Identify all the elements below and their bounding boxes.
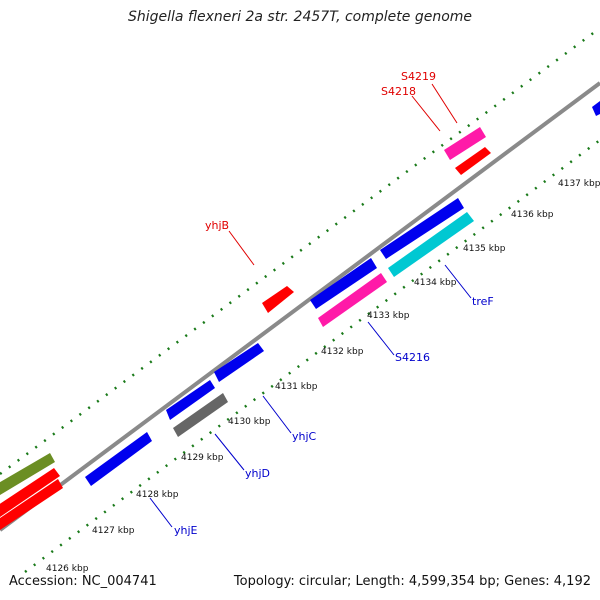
gene-blue-yhjE[interactable] <box>85 432 152 486</box>
gene-label-yhjD[interactable]: yhjD <box>245 467 270 480</box>
gene-label-yhjB[interactable]: yhjB <box>205 219 229 232</box>
tick-label: 4127 kbp <box>92 526 135 536</box>
gene-cyan-treF[interactable] <box>388 212 474 277</box>
gene-red-yhjB[interactable] <box>262 286 294 313</box>
connector-yhjD <box>214 433 245 471</box>
gene-blue-edge[interactable] <box>592 101 600 116</box>
gene-gray-yhjD[interactable] <box>173 393 228 437</box>
gene-blue-3[interactable] <box>310 258 377 309</box>
upper-dotted-track <box>0 26 600 476</box>
tick-label: 4136 kbp <box>511 210 554 220</box>
tick-label: 4132 kbp <box>321 347 364 357</box>
gene-magenta-S4216[interactable] <box>318 273 387 327</box>
minus-strand-genes <box>0 212 474 530</box>
connector-S4216 <box>367 321 395 356</box>
gene-red-S4218[interactable] <box>455 147 491 175</box>
gene-red-lower-left[interactable] <box>0 479 63 530</box>
lower-dotted-track <box>24 139 600 573</box>
tick-label: 4128 kbp <box>136 490 179 500</box>
gene-label-treF[interactable]: treF <box>472 295 494 308</box>
gene-blue-1[interactable] <box>166 380 215 420</box>
tick-label: 4133 kbp <box>367 311 410 321</box>
gene-label-yhjE[interactable]: yhjE <box>174 524 198 537</box>
connector-yhjB <box>228 230 255 266</box>
gene-labels: yhjB S4218 S4219 yhjE yhjD yhjC S4216 tr… <box>174 70 494 537</box>
tick-label: 4130 kbp <box>228 417 271 427</box>
gene-label-yhjC[interactable]: yhjC <box>292 430 317 443</box>
tick-label: 4135 kbp <box>463 244 506 254</box>
topology-text: Topology: circular; Length: 4,599,354 bp… <box>233 574 591 589</box>
connector-treF <box>444 264 472 299</box>
label-connectors <box>149 83 472 528</box>
tick-label: 4131 kbp <box>275 382 318 392</box>
connector-S4218 <box>411 95 441 132</box>
connector-yhjE <box>149 497 173 528</box>
tick-label: 4134 kbp <box>414 278 457 288</box>
tick-label: 4129 kbp <box>181 453 224 463</box>
connector-S4219 <box>431 83 458 124</box>
tick-label: 4126 kbp <box>46 564 89 574</box>
tick-labels: 4126 kbp 4127 kbp 4128 kbp 4129 kbp 4130… <box>46 179 600 574</box>
connector-yhjC <box>262 395 292 434</box>
gene-blue-4[interactable] <box>380 198 464 259</box>
tick-label: 4137 kbp <box>558 179 600 189</box>
gene-label-S4218[interactable]: S4218 <box>381 85 416 98</box>
gene-red-left[interactable] <box>0 468 60 517</box>
accession-text: Accession: NC_004741 <box>9 574 157 589</box>
gene-label-S4219[interactable]: S4219 <box>401 70 436 83</box>
gene-label-S4216[interactable]: S4216 <box>395 351 430 364</box>
map-title: Shigella flexneri 2a str. 2457T, complet… <box>127 9 473 25</box>
gene-blue-2[interactable] <box>214 343 264 382</box>
genome-backbone <box>0 81 600 532</box>
gene-magenta-S4219[interactable] <box>444 127 486 160</box>
plus-strand-genes <box>0 101 600 517</box>
gene-olive[interactable] <box>0 453 55 495</box>
